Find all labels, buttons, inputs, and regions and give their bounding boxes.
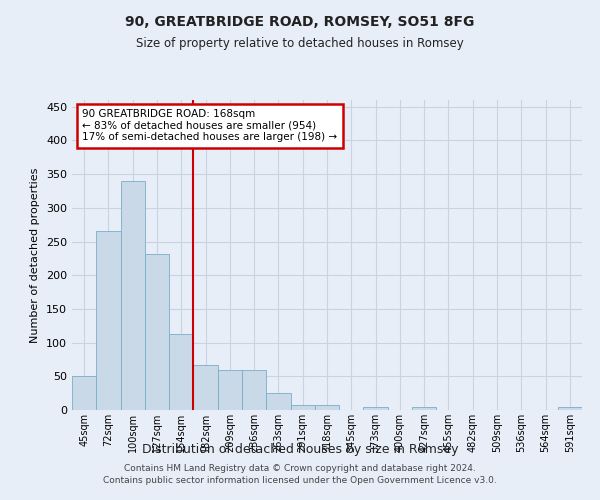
Bar — [169, 334, 193, 410]
Bar — [96, 232, 121, 410]
Bar — [72, 376, 96, 410]
Bar — [412, 408, 436, 410]
Text: Distribution of detached houses by size in Romsey: Distribution of detached houses by size … — [142, 442, 458, 456]
Bar — [558, 408, 582, 410]
Text: 90 GREATBRIDGE ROAD: 168sqm
← 83% of detached houses are smaller (954)
17% of se: 90 GREATBRIDGE ROAD: 168sqm ← 83% of det… — [82, 110, 337, 142]
Bar — [145, 254, 169, 410]
Text: Size of property relative to detached houses in Romsey: Size of property relative to detached ho… — [136, 38, 464, 51]
Bar — [315, 404, 339, 410]
Text: 90, GREATBRIDGE ROAD, ROMSEY, SO51 8FG: 90, GREATBRIDGE ROAD, ROMSEY, SO51 8FG — [125, 15, 475, 29]
Bar — [193, 365, 218, 410]
Bar — [242, 370, 266, 410]
Bar — [266, 393, 290, 410]
Text: Contains HM Land Registry data © Crown copyright and database right 2024.
Contai: Contains HM Land Registry data © Crown c… — [103, 464, 497, 485]
Y-axis label: Number of detached properties: Number of detached properties — [31, 168, 40, 342]
Bar — [290, 404, 315, 410]
Bar — [121, 181, 145, 410]
Bar — [364, 406, 388, 410]
Bar — [218, 370, 242, 410]
